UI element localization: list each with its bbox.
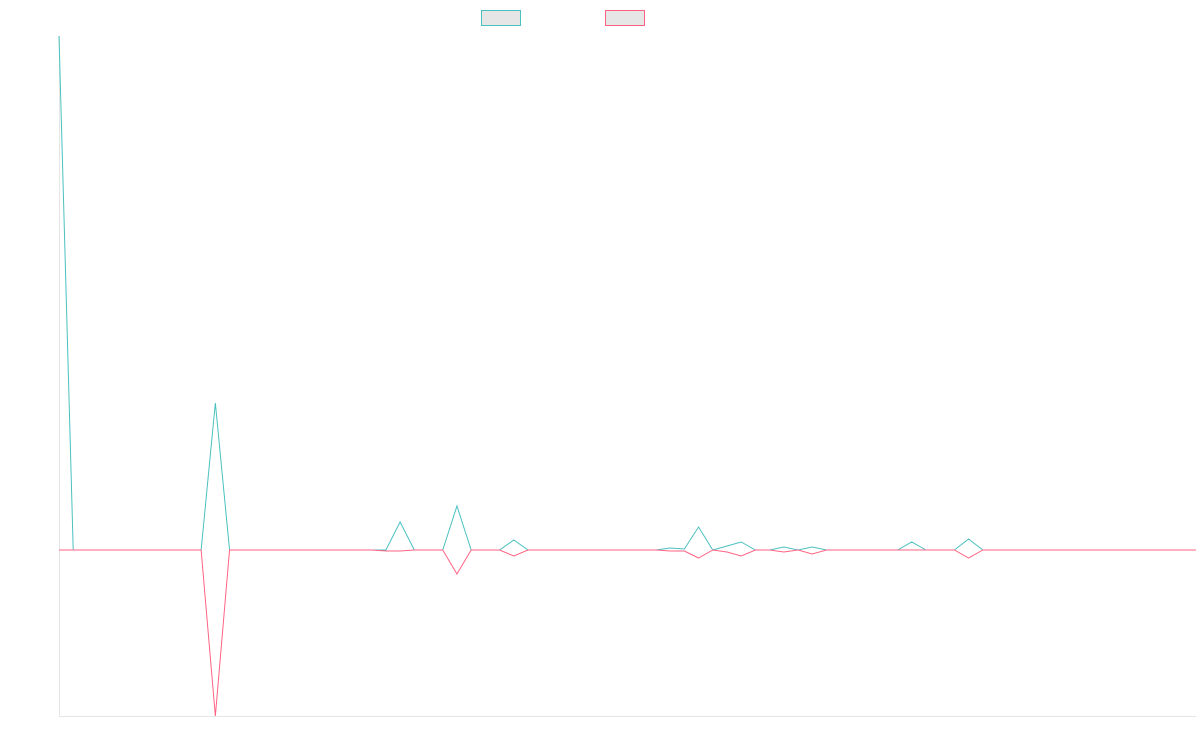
legend[interactable] xyxy=(481,10,645,26)
series-line-2 xyxy=(59,549,1196,717)
legend-swatch-series-1[interactable] xyxy=(481,10,521,26)
plot-area xyxy=(58,35,1196,717)
legend-swatch-series-2[interactable] xyxy=(605,10,645,26)
series-line-1 xyxy=(58,35,1196,551)
